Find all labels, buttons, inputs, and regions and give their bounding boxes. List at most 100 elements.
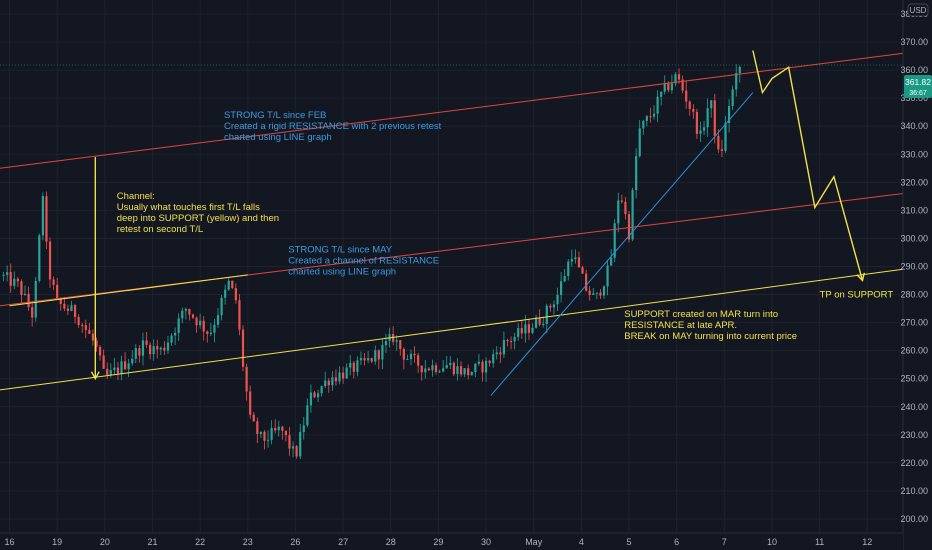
candle-body [660,91,663,97]
x-tick-label: 10 [767,537,777,547]
candle-body [313,392,316,398]
y-tick-label: 260.00 [900,346,928,356]
candle-body [38,235,41,281]
candle-body [84,324,87,330]
candle-body [506,340,509,342]
y-tick-label: 250.00 [900,374,928,384]
x-tick-label: 4 [579,537,584,547]
candle-body [367,358,370,361]
y-tick-label: 310.00 [900,205,928,215]
x-tick-label: 16 [5,537,15,547]
y-tick-label: 240.00 [900,402,928,412]
candle-body [599,292,602,296]
candle-body [256,421,259,434]
candle-body [420,365,423,373]
candle-body [631,190,634,240]
candle-body [602,286,606,296]
candle-body [131,358,134,364]
candle-body [710,100,713,109]
candle-body [613,223,616,258]
annotation-strong-tl-feb: STRONG T/L since FEB Created a rigid RESI… [224,110,442,143]
grid-lines [0,0,903,533]
y-tick-label: 320.00 [900,177,928,187]
candle-body [527,324,531,333]
candle-body [327,380,330,386]
candle-body [731,89,734,106]
y-tick-label: 330.00 [900,149,928,159]
candle-body [102,355,105,369]
candle-body [424,368,427,373]
y-tick-label: 350.00 [900,93,928,103]
candle-body [606,265,609,287]
candle-body [284,430,288,436]
candle-body [452,362,455,375]
time-axis[interactable]: 16 19 20 21 22 23 26 27 28 29 30 May 4 5 6 7 10 11 12 [5,537,873,547]
candle-body [309,392,313,406]
annotation-channel-line: retest on second T/L [117,224,203,235]
y-tick-label: 280.00 [900,290,928,300]
candle-body [363,358,366,361]
x-tick-label: 11 [815,537,824,547]
candle-body [302,425,305,432]
candle-body [456,366,459,375]
candle-body [370,358,373,362]
candle-body [166,342,170,351]
y-tick-label: 370.00 [900,37,928,47]
x-tick-label: 20 [100,537,110,547]
x-tick-label: 7 [722,537,727,547]
candle-body [324,380,327,387]
annotation-strong-tl-may-line: STRONG T/L since MAY [288,244,392,255]
candle-body [77,316,80,325]
channel-top-yellow-line[interactable] [9,274,248,307]
candle-body [252,414,255,422]
candle-body [449,362,452,366]
candle-body [191,314,195,318]
candle-body [95,340,98,347]
candle-body [474,363,477,373]
price-axis[interactable]: 200.00 210.00 220.00 230.00 240.00 250.00 260.… [900,9,928,524]
candle-body [570,259,573,262]
candle-body [727,105,731,123]
annotations: STRONG T/L since FEB Created a rigid RESI… [117,110,894,342]
x-tick-label: 22 [195,537,205,547]
candle-body [574,257,577,260]
candle-body [434,365,438,372]
candle-body [27,293,30,308]
candle-body [245,366,248,392]
candle-body [442,368,445,372]
candle-body [470,372,473,376]
support-yellow-line[interactable] [0,268,904,391]
resistance-upper-line[interactable] [0,52,904,169]
candle-body [281,426,284,431]
x-tick-label: 29 [433,537,443,547]
candle-body [259,431,262,434]
candle-body [334,377,338,382]
last-price-badge-box [904,75,932,98]
projection-path[interactable] [752,50,864,281]
unit-badge[interactable]: USD [907,3,929,17]
candle-body [563,276,566,282]
candle-body [681,79,684,91]
uptrend-blue-line[interactable] [490,92,754,396]
candle-body [377,350,380,360]
candle-body [699,130,702,134]
candle-body [517,328,520,337]
candle-body [316,393,320,398]
annotation-channel-line: deep into SUPPORT (yellow) and then [117,213,279,224]
candle-body [241,329,245,367]
candle-body [406,359,409,361]
annotation-support-mar-line: SUPPORT created on MAR turn into [624,309,778,320]
candle-body [48,241,52,280]
candle-body [652,113,656,117]
annotation-tp-line: TP on SUPPORT [820,289,894,300]
candle-body [427,368,430,371]
candle-body [70,305,73,311]
unit-label: USD [910,6,927,15]
candle-body [413,353,416,356]
candle-body [595,292,598,294]
x-tick-label: May [525,537,543,547]
annotation-strong-tl-feb-line: Created a rigid RESISTANCE with 2 previo… [224,121,442,132]
candle-body [202,320,205,332]
annotation-strong-tl-may-line: charted using LINE graph [288,266,396,277]
